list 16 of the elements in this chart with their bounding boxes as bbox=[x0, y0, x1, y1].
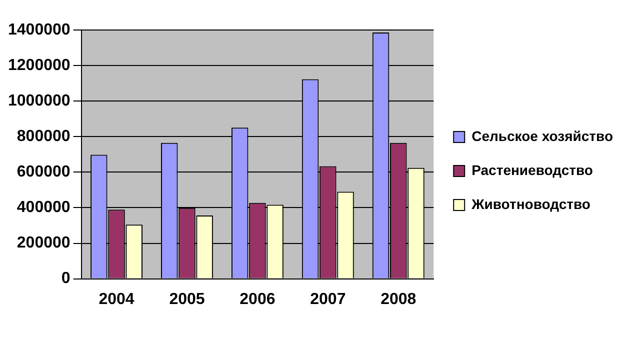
x-tick-label: 2005 bbox=[169, 290, 205, 308]
y-tick-label: 400000 bbox=[16, 199, 70, 216]
legend-label: Животноводство bbox=[470, 196, 590, 212]
y-tick-label: 200000 bbox=[16, 234, 70, 252]
y-tick-label: 800000 bbox=[16, 128, 70, 146]
y-tick-label: 1200000 bbox=[8, 56, 70, 74]
x-tick-label: 2006 bbox=[240, 290, 276, 308]
x-tick-label: 2008 bbox=[380, 290, 416, 308]
x-tick-label: 2007 bbox=[310, 290, 346, 308]
legend-label: Растениеводство bbox=[472, 162, 593, 178]
x-tick-label: 2004 bbox=[98, 290, 134, 308]
legend-label: Сельское хозяйство bbox=[472, 128, 614, 144]
y-tick-label: 1000000 bbox=[8, 92, 70, 110]
y-tick-label: 0 bbox=[61, 270, 70, 288]
y-tick-label: 1400000 bbox=[8, 21, 70, 38]
y-tick-label: 600000 bbox=[16, 164, 70, 181]
